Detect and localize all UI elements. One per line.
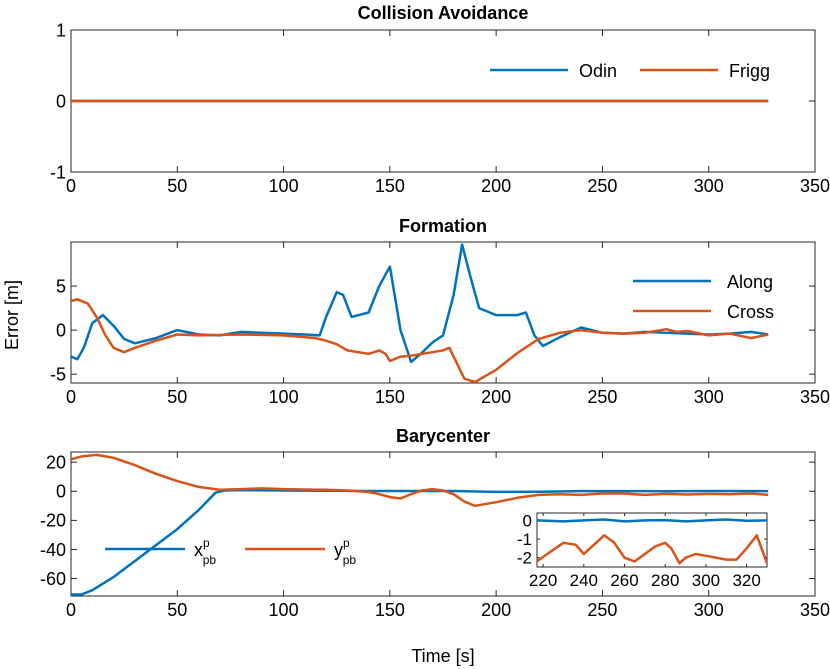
inset-series-y (537, 534, 767, 565)
legend-label-along: Along (727, 272, 773, 292)
panel2-frame (70, 241, 816, 384)
panel1-xtick-label: 200 (481, 176, 511, 196)
panel2-series-cross (71, 298, 769, 383)
panel1-xtick-label: 250 (587, 176, 617, 196)
panel2-legend: Along Cross (633, 272, 774, 322)
inset-ytick-label: 0 (523, 511, 532, 530)
panel3-series-x (71, 488, 769, 596)
panel1-ytick-label: 1 (56, 20, 66, 40)
inset-xtick-label: 320 (732, 571, 760, 590)
panel1-xtick-label: 100 (269, 176, 299, 196)
panel2-xtick-label: 150 (375, 387, 405, 407)
panel3-ytick-label: -60 (40, 569, 66, 589)
panel3-xtick-label: 250 (587, 600, 617, 620)
inset-xtick-label: 260 (610, 571, 638, 590)
panel1-xtick-label: 350 (800, 176, 830, 196)
legend-label-odin: Odin (579, 61, 617, 81)
panel2-xtick-label: 50 (167, 387, 187, 407)
panel1-xtick-label: 150 (375, 176, 405, 196)
panel2-xtick-label: 350 (800, 387, 830, 407)
panel1-axes: 0 50 100 150 200 250 300 350-101 (50, 20, 830, 196)
panel3-xtick-label: 350 (800, 600, 830, 620)
panel1-xtick-label: 50 (167, 176, 187, 196)
inset-xtick-label: 240 (570, 571, 598, 590)
panel2-xtick-label: 250 (587, 387, 617, 407)
panel1-ytick-label: 0 (56, 91, 66, 111)
panel2-xtick-label: 200 (481, 387, 511, 407)
legend-label-cross: Cross (727, 302, 774, 322)
panel3-xtick-label: 0 (66, 600, 76, 620)
inset-series-x (537, 518, 767, 523)
panel3-ytick-label: 20 (46, 452, 66, 472)
inset-xtick-label: 300 (692, 571, 720, 590)
panel2-ytick-label: 5 (56, 276, 66, 296)
panel3-ytick-label: 0 (56, 482, 66, 502)
inset-xtick-label: 220 (529, 571, 557, 590)
panel1-title: Collision Avoidance (358, 3, 529, 23)
inset-xtick-label: 280 (651, 571, 679, 590)
panel3-xtick-label: 200 (481, 600, 511, 620)
legend-label-y: yp pb (334, 536, 356, 567)
panel3-ytick-label: -20 (40, 511, 66, 531)
legend-label-x: xp pb (194, 536, 216, 567)
panel3-xtick-label: 300 (694, 600, 724, 620)
panel2-ytick-label: 0 (56, 320, 66, 340)
panel2-xtick-label: 100 (269, 387, 299, 407)
panel1-legend: Odin Frigg (490, 61, 770, 81)
panel3-series-y (71, 453, 769, 508)
x-axis-label: Time [s] (411, 646, 474, 666)
panel2-axes: 0 50 100 150 200 250 300 350-505 (50, 241, 830, 407)
panel3-xtick-label: 150 (375, 600, 405, 620)
panel3-xtick-label: 100 (269, 600, 299, 620)
panel3-title: Barycenter (396, 426, 490, 446)
panel1-xtick-label: 300 (694, 176, 724, 196)
panel2-xtick-label: 300 (694, 387, 724, 407)
panel2-ytick-label: -5 (50, 364, 66, 384)
panel2-xtick-label: 0 (66, 387, 76, 407)
panel3-legend: xp pb yp pb (105, 536, 356, 567)
legend-label-frigg: Frigg (729, 61, 770, 81)
panel3-ytick-label: -40 (40, 540, 66, 560)
panel3-xtick-label: 50 (167, 600, 187, 620)
inset-ytick-label: -1 (517, 530, 532, 549)
panel1-xtick-label: 0 (66, 176, 76, 196)
panel2-title: Formation (399, 216, 487, 236)
panel1-ytick-label: -1 (50, 162, 66, 182)
y-axis-label: Error [m] (2, 280, 22, 350)
inset-ytick-label: -2 (517, 549, 532, 568)
